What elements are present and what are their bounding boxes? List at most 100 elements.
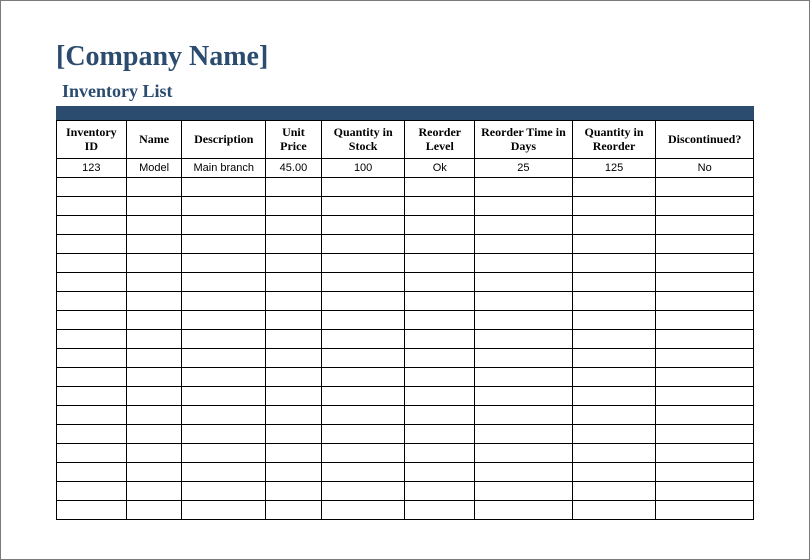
table-cell: Main branch — [182, 158, 266, 177]
table-cell — [266, 424, 322, 443]
table-cell — [266, 500, 322, 519]
table-row — [57, 367, 754, 386]
table-cell — [475, 272, 573, 291]
table-cell — [182, 329, 266, 348]
header-bar — [56, 106, 754, 120]
table-cell — [266, 291, 322, 310]
table-cell — [182, 424, 266, 443]
table-cell — [405, 291, 475, 310]
table-cell — [572, 443, 656, 462]
table-cell — [475, 348, 573, 367]
table-cell — [57, 462, 127, 481]
table-cell — [321, 405, 405, 424]
table-cell — [266, 196, 322, 215]
table-row — [57, 405, 754, 424]
table-cell — [656, 253, 754, 272]
table-cell — [475, 481, 573, 500]
table-cell — [182, 177, 266, 196]
table-cell — [126, 348, 182, 367]
table-cell — [126, 253, 182, 272]
table-cell — [57, 481, 127, 500]
table-row — [57, 462, 754, 481]
table-cell — [321, 272, 405, 291]
table-cell: Ok — [405, 158, 475, 177]
table-row — [57, 386, 754, 405]
table-cell — [572, 329, 656, 348]
table-cell — [405, 329, 475, 348]
table-cell — [321, 196, 405, 215]
table-cell — [321, 386, 405, 405]
table-cell — [656, 386, 754, 405]
table-cell — [475, 253, 573, 272]
table-cell — [126, 424, 182, 443]
table-cell — [572, 462, 656, 481]
table-cell — [475, 424, 573, 443]
table-cell — [182, 234, 266, 253]
table-cell — [405, 215, 475, 234]
table-cell — [57, 405, 127, 424]
table-cell — [321, 424, 405, 443]
table-row — [57, 348, 754, 367]
table-cell — [266, 177, 322, 196]
table-cell — [656, 405, 754, 424]
table-cell — [266, 462, 322, 481]
table-cell — [405, 348, 475, 367]
table-header-row: Inventory ID Name Description Unit Price… — [57, 121, 754, 159]
table-cell — [321, 310, 405, 329]
table-cell — [656, 367, 754, 386]
table-cell — [572, 310, 656, 329]
table-row — [57, 253, 754, 272]
table-cell — [266, 405, 322, 424]
table-cell — [266, 215, 322, 234]
table-cell — [126, 367, 182, 386]
table-cell — [475, 386, 573, 405]
inventory-subtitle: Inventory List — [62, 81, 754, 102]
table-cell — [475, 215, 573, 234]
table-cell — [182, 215, 266, 234]
table-cell — [266, 367, 322, 386]
table-row — [57, 310, 754, 329]
table-cell — [405, 500, 475, 519]
table-cell — [126, 177, 182, 196]
table-cell — [57, 291, 127, 310]
col-header-discontinued: Discontinued? — [656, 121, 754, 159]
table-cell — [656, 215, 754, 234]
table-cell — [126, 462, 182, 481]
table-cell — [572, 481, 656, 500]
table-cell — [126, 310, 182, 329]
table-cell — [182, 405, 266, 424]
table-cell — [126, 215, 182, 234]
table-cell — [405, 443, 475, 462]
table-cell — [656, 424, 754, 443]
table-cell — [405, 310, 475, 329]
table-cell — [126, 234, 182, 253]
table-cell — [475, 443, 573, 462]
table-row — [57, 196, 754, 215]
table-cell — [572, 272, 656, 291]
table-cell — [57, 196, 127, 215]
table-cell — [126, 329, 182, 348]
inventory-table: Inventory ID Name Description Unit Price… — [56, 120, 754, 520]
table-cell — [182, 443, 266, 462]
table-cell — [266, 481, 322, 500]
table-cell — [572, 386, 656, 405]
table-cell — [266, 386, 322, 405]
table-cell — [656, 177, 754, 196]
table-cell — [57, 367, 127, 386]
table-cell — [475, 329, 573, 348]
table-cell — [126, 443, 182, 462]
table-row — [57, 272, 754, 291]
table-cell — [572, 348, 656, 367]
table-cell — [126, 481, 182, 500]
table-cell — [405, 177, 475, 196]
table-cell — [572, 291, 656, 310]
table-cell — [266, 253, 322, 272]
table-cell — [182, 291, 266, 310]
table-row — [57, 234, 754, 253]
table-cell — [57, 329, 127, 348]
col-header-quantity-stock: Quantity in Stock — [321, 121, 405, 159]
col-header-quantity-reorder: Quantity in Reorder — [572, 121, 656, 159]
table-cell — [475, 500, 573, 519]
table-cell — [405, 234, 475, 253]
table-cell — [57, 500, 127, 519]
